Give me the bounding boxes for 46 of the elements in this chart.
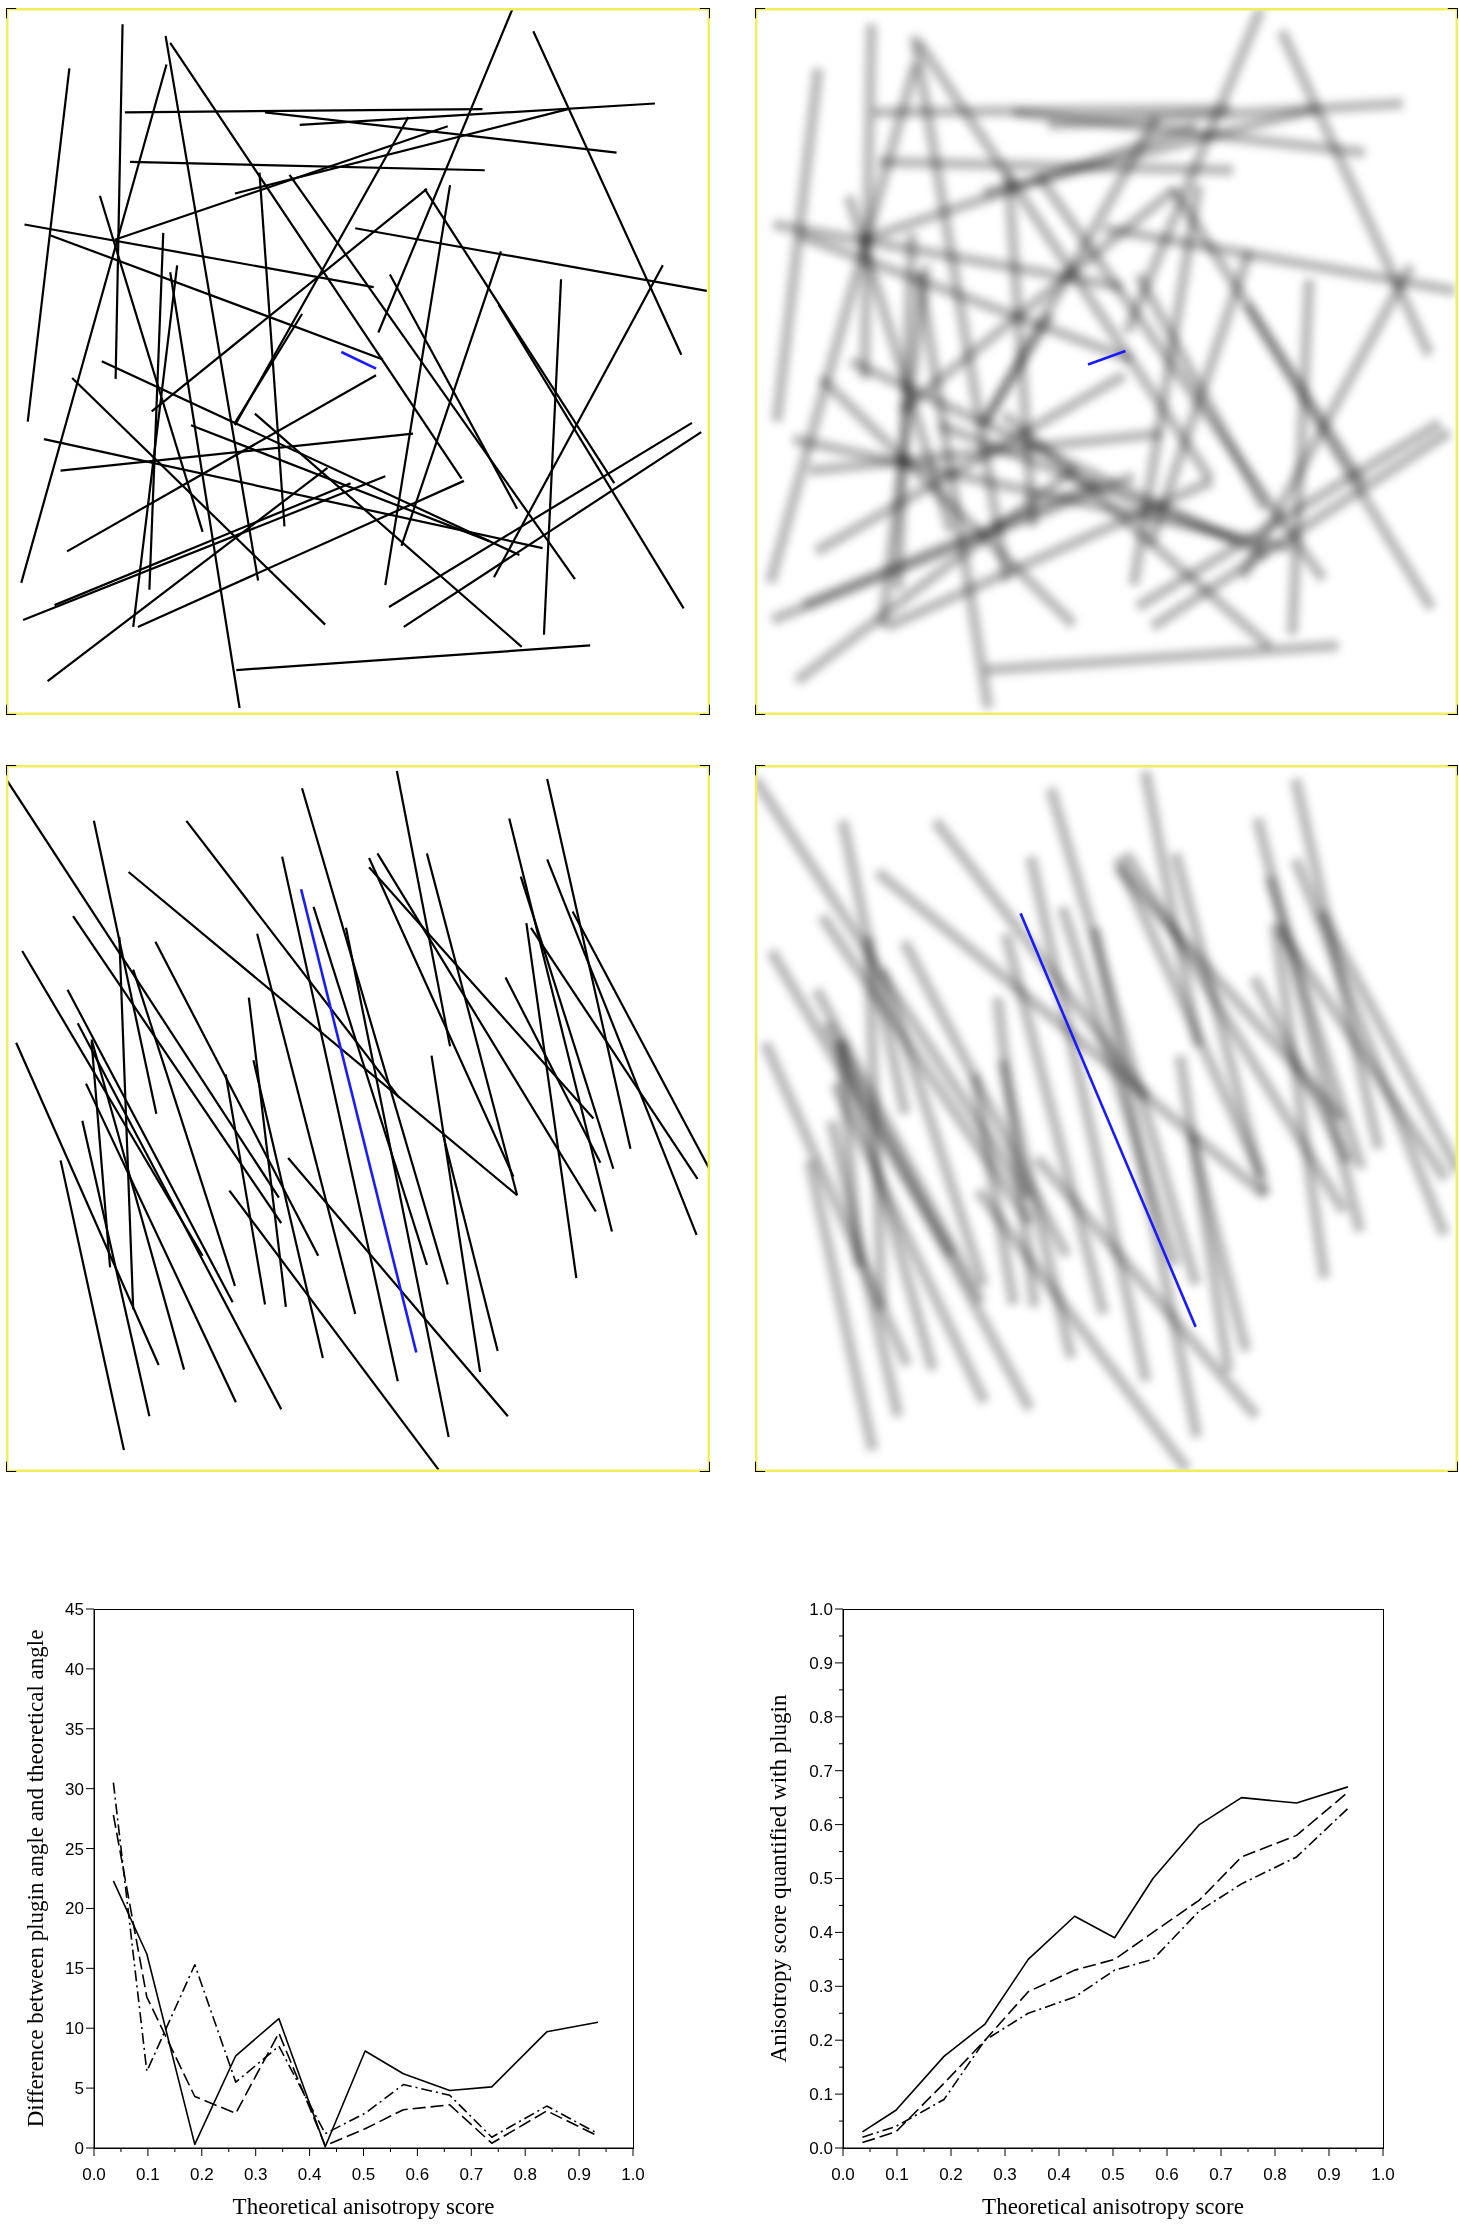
x-tick-label: 0.9 <box>1317 2165 1341 2184</box>
x-tick-label: 0.9 <box>567 2165 591 2184</box>
y-tick-label: 5 <box>74 2079 84 2099</box>
x-tick-label: 0.0 <box>831 2165 855 2184</box>
x-axis-title: Theoretical anisotropy score <box>232 2194 495 2219</box>
y-tick-label: 0.0 <box>809 2138 833 2158</box>
x-tick-label: 0.7 <box>459 2165 484 2184</box>
x-tick-label: 0.4 <box>297 2165 322 2184</box>
y-tick-label: 20 <box>65 1899 84 1919</box>
x-tick-label: 0.1 <box>885 2165 909 2184</box>
y-tick-label: 0.6 <box>809 1815 833 1835</box>
y-tick-label: 25 <box>65 1839 84 1859</box>
y-tick-label: 0.8 <box>809 1707 833 1727</box>
x-axis-title: Theoretical anisotropy score <box>982 2194 1244 2219</box>
y-tick-label: 0.5 <box>809 1869 833 1889</box>
y-tick-label: 35 <box>65 1719 84 1739</box>
y-tick-label: 0.2 <box>809 2031 833 2051</box>
y-tick-label: 0.4 <box>809 1923 833 1943</box>
x-tick-label: 0.8 <box>513 2165 538 2184</box>
y-tick-label: 0 <box>74 2138 84 2158</box>
y-tick-label: 0.1 <box>809 2085 833 2105</box>
x-tick-label: 0.3 <box>243 2165 268 2184</box>
y-tick-label: 45 <box>65 1599 84 1619</box>
x-tick-label: 0.5 <box>351 2165 376 2184</box>
y-tick-label: 0.9 <box>809 1653 833 1673</box>
x-tick-label: 0.8 <box>1263 2165 1287 2184</box>
x-tick-label: 0.6 <box>1155 2165 1179 2184</box>
x-tick-label: 0.7 <box>1209 2165 1233 2184</box>
y-tick-label: 30 <box>65 1779 84 1799</box>
y-tick-label: 0.7 <box>809 1761 833 1781</box>
y-tick-label: 15 <box>65 1959 84 1979</box>
y-tick-label: 1.0 <box>809 1599 833 1619</box>
x-tick-label: 0.5 <box>1101 2165 1125 2184</box>
y-tick-label: 10 <box>65 2019 84 2039</box>
x-tick-label: 0.2 <box>939 2165 963 2184</box>
y-tick-label: 40 <box>65 1659 84 1679</box>
x-tick-label: 1.0 <box>621 2165 645 2184</box>
x-tick-label: 0.2 <box>189 2165 214 2184</box>
y-axis-title: Anisotropy score quantified with plugin <box>766 1694 792 2063</box>
x-tick-label: 0.4 <box>1047 2165 1071 2184</box>
y-tick-label: 0.3 <box>809 1977 833 1997</box>
x-tick-label: 0.3 <box>993 2165 1017 2184</box>
x-tick-label: 0.6 <box>405 2165 430 2184</box>
x-tick-label: 0.1 <box>136 2165 160 2184</box>
x-tick-label: 1.0 <box>1371 2165 1395 2184</box>
y-axis-title: Difference between plugin angle and theoretical angle <box>23 1629 49 2128</box>
